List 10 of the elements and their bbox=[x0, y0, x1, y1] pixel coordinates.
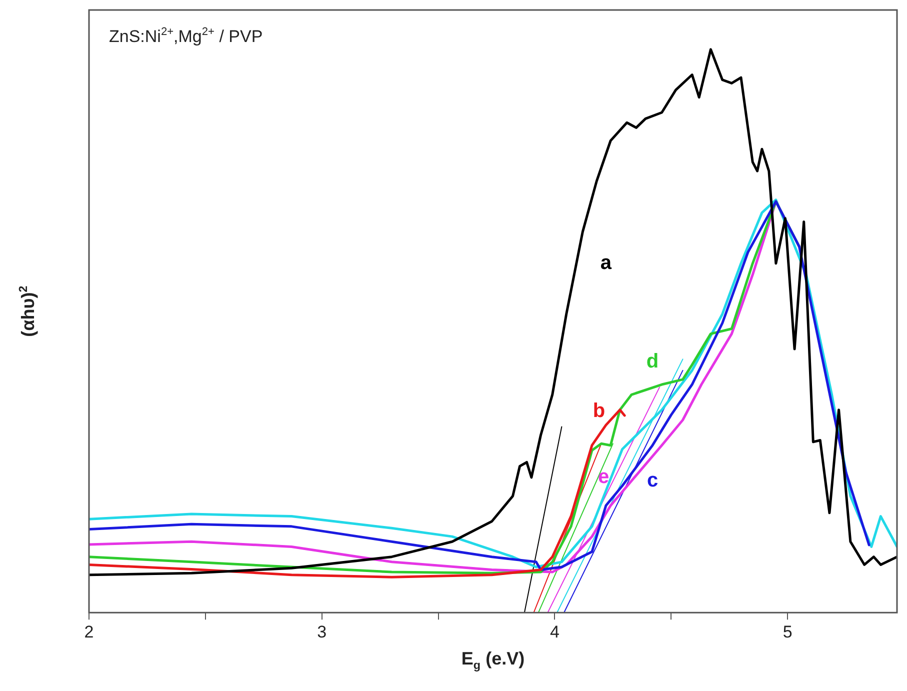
x-tick-label: 2 bbox=[84, 622, 94, 642]
y-axis-title: (αhυ)2 bbox=[16, 285, 38, 337]
series-label: b bbox=[592, 400, 606, 422]
series-label: a bbox=[600, 252, 612, 274]
series-label: d bbox=[646, 350, 659, 372]
x-tick-label: 5 bbox=[782, 622, 792, 642]
x-tick-label: 4 bbox=[550, 622, 560, 642]
x-tick-label: 3 bbox=[317, 622, 327, 642]
series-label: e bbox=[598, 466, 610, 488]
series-label: c bbox=[646, 469, 658, 492]
